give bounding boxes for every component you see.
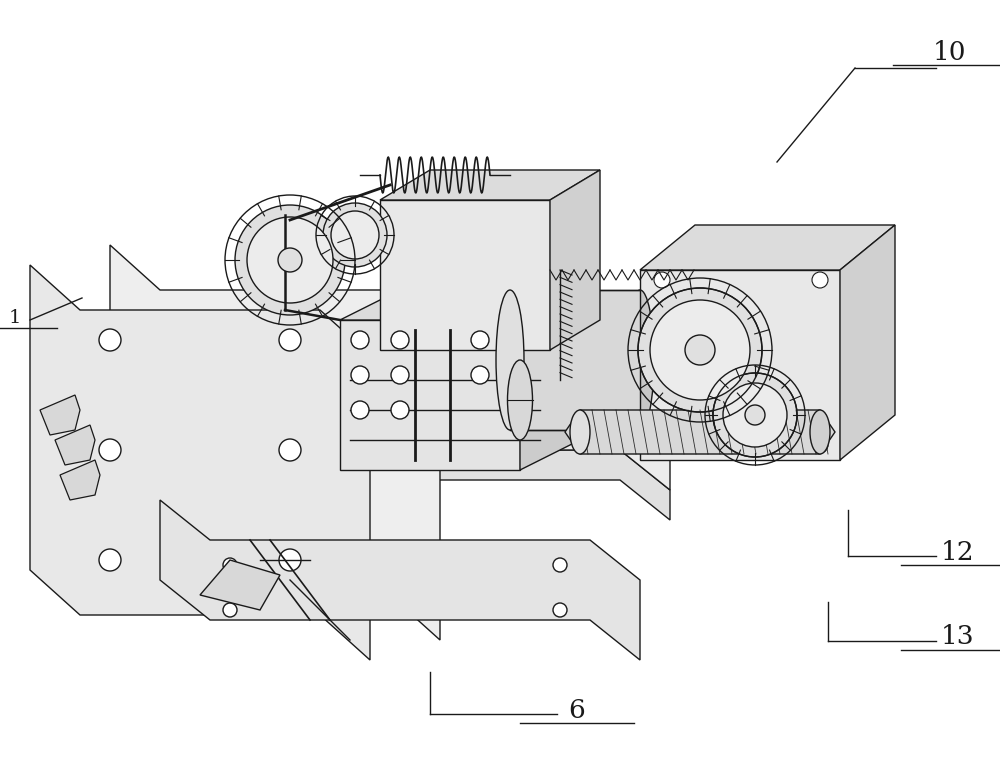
Circle shape — [279, 549, 301, 571]
Circle shape — [99, 329, 121, 351]
Polygon shape — [565, 410, 835, 454]
Circle shape — [812, 272, 828, 288]
Circle shape — [713, 373, 797, 457]
Ellipse shape — [496, 290, 524, 430]
Circle shape — [99, 439, 121, 461]
Ellipse shape — [810, 410, 830, 454]
Circle shape — [391, 401, 409, 419]
Polygon shape — [550, 170, 600, 350]
Circle shape — [323, 203, 387, 267]
Circle shape — [99, 549, 121, 571]
Circle shape — [247, 217, 333, 303]
Polygon shape — [200, 560, 280, 610]
Polygon shape — [40, 395, 80, 435]
Circle shape — [553, 558, 567, 572]
Polygon shape — [340, 290, 580, 320]
Circle shape — [351, 366, 369, 384]
Circle shape — [650, 300, 750, 400]
Circle shape — [391, 366, 409, 384]
Circle shape — [471, 331, 489, 349]
Polygon shape — [160, 500, 640, 660]
Polygon shape — [510, 290, 640, 430]
Polygon shape — [520, 290, 580, 470]
Circle shape — [745, 405, 765, 425]
Polygon shape — [40, 380, 670, 490]
Text: 10: 10 — [933, 39, 967, 64]
Circle shape — [391, 331, 409, 349]
Circle shape — [351, 401, 369, 419]
Polygon shape — [380, 200, 550, 350]
Polygon shape — [840, 225, 895, 460]
Polygon shape — [340, 320, 520, 470]
Circle shape — [223, 603, 237, 617]
Polygon shape — [640, 225, 895, 270]
Circle shape — [223, 558, 237, 572]
Circle shape — [654, 437, 670, 453]
Circle shape — [638, 288, 762, 412]
Polygon shape — [30, 265, 370, 660]
Circle shape — [331, 211, 379, 259]
Polygon shape — [110, 245, 440, 640]
Ellipse shape — [508, 360, 532, 440]
Polygon shape — [640, 270, 840, 460]
Circle shape — [812, 437, 828, 453]
Text: 13: 13 — [941, 625, 975, 650]
Ellipse shape — [570, 410, 590, 454]
Circle shape — [471, 366, 489, 384]
Circle shape — [553, 603, 567, 617]
Circle shape — [723, 383, 787, 447]
Circle shape — [279, 329, 301, 351]
Text: 12: 12 — [941, 540, 975, 565]
Circle shape — [235, 205, 345, 315]
Text: 1: 1 — [9, 309, 21, 327]
Circle shape — [654, 272, 670, 288]
Circle shape — [685, 335, 715, 365]
Polygon shape — [55, 425, 95, 465]
Polygon shape — [40, 410, 670, 520]
Circle shape — [351, 331, 369, 349]
Polygon shape — [60, 460, 100, 500]
Circle shape — [279, 439, 301, 461]
Ellipse shape — [626, 290, 654, 430]
Circle shape — [278, 248, 302, 272]
Text: 6: 6 — [569, 697, 585, 722]
Polygon shape — [380, 170, 600, 200]
